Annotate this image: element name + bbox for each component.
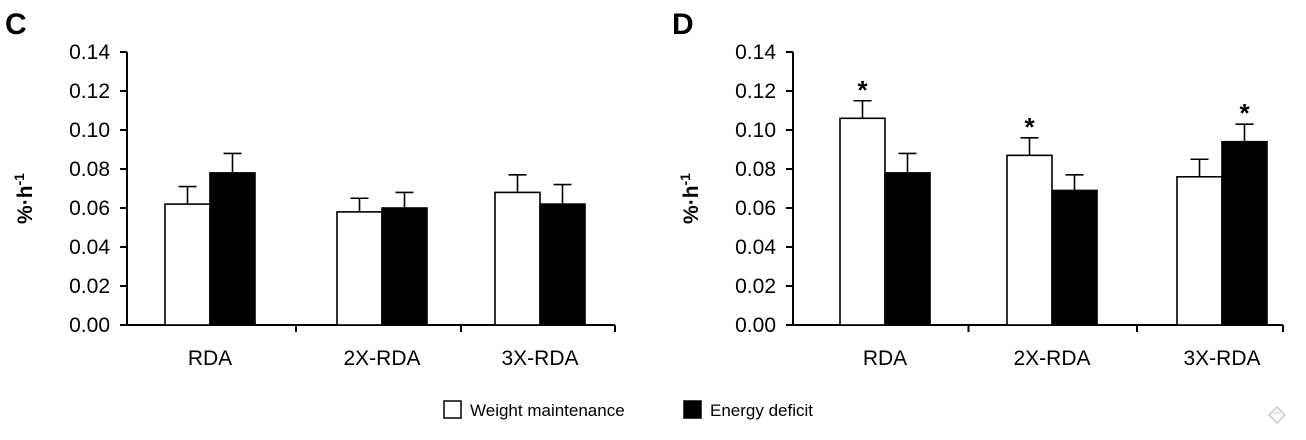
panel-d-significance-marker: * [857, 75, 868, 105]
panel-d-y-axis-label-superscript: -1 [677, 173, 693, 186]
panel-d: D 0.00 0.02 0.04 0.06 0.08 0.10 0.12 0.14 %·h-1 * R… [672, 8, 1284, 370]
legend-swatch-energy-deficit [683, 400, 702, 419]
panel-c-letter: C [5, 8, 27, 41]
panel-c: C 0.00 0.02 0.04 0.06 0.08 0.10 0.12 0.14 %·h-1 RD… [5, 8, 616, 370]
panel-c-y-axis-label: %·h-1 [11, 173, 37, 224]
panel-c-bar-energy-deficit [209, 172, 256, 326]
panel-c-bar-weight-maintenance [494, 191, 541, 326]
panel-c-bar-energy-deficit [381, 207, 428, 326]
panel-d-category-label: 2X-RDA [1013, 347, 1090, 370]
panel-c-category-label: RDA [188, 347, 232, 370]
panel-c-y-axis-label-superscript: -1 [11, 173, 27, 186]
legend: Weight maintenance Energy deficit [443, 400, 813, 420]
panel-d-bar-energy-deficit [1221, 140, 1268, 326]
panel-d-y-axis-label: %·h-1 [677, 173, 703, 224]
panel-d-y-tick-label: 0.02 [735, 275, 776, 298]
panel-d-category-label: 3X-RDA [1183, 347, 1260, 370]
panel-d-bar-energy-deficit [884, 172, 931, 326]
panel-c-y-tick-label: 0.02 [69, 275, 110, 298]
panel-d-significance-marker: * [1239, 98, 1250, 128]
panel-c-y-tick-label: 0.14 [69, 41, 110, 64]
legend-label-energy-deficit: Energy deficit [710, 401, 813, 420]
panel-c-category-label: 3X-RDA [501, 347, 578, 370]
panel-d-y-tick-label: 0.04 [735, 236, 776, 259]
panel-d-y-tick-label: 0.06 [735, 197, 776, 220]
panel-c-y-tick-label: 0.12 [69, 80, 110, 103]
panel-d-category-label: RDA [863, 347, 907, 370]
panel-c-y-tick-label: 0.10 [69, 119, 110, 142]
legend-label-weight-maintenance: Weight maintenance [470, 401, 625, 420]
panel-d-bar-energy-deficit [1051, 189, 1098, 326]
legend-swatch-weight-maintenance [443, 400, 462, 419]
panel-d-bar-weight-maintenance [1006, 154, 1053, 326]
panel-d-y-tick-label: 0.10 [735, 119, 776, 142]
panel-c-bar-energy-deficit [539, 203, 586, 326]
panel-d-bar-weight-maintenance [1176, 176, 1223, 326]
panel-d-bar-weight-maintenance [839, 117, 886, 326]
panel-d-significance-marker: * [1024, 112, 1035, 142]
panel-c-bar-weight-maintenance [336, 211, 383, 326]
panel-c-y-tick-label: 0.08 [69, 158, 110, 181]
panel-c-y-tick-label: 0.00 [69, 314, 110, 337]
panel-d-y-tick-label: 0.08 [735, 158, 776, 181]
panel-c-y-tick-label: 0.04 [69, 236, 110, 259]
panel-d-y-tick-label: 0.12 [735, 80, 776, 103]
corner-diamond-icon [1267, 405, 1287, 425]
panel-d-y-tick-label: 0.00 [735, 314, 776, 337]
panel-d-y-tick-label: 0.14 [735, 41, 776, 64]
panel-c-category-label: 2X-RDA [343, 347, 420, 370]
panel-c-y-tick-label: 0.06 [69, 197, 110, 220]
panel-c-bar-weight-maintenance [164, 203, 211, 326]
panel-d-letter: D [672, 8, 694, 41]
